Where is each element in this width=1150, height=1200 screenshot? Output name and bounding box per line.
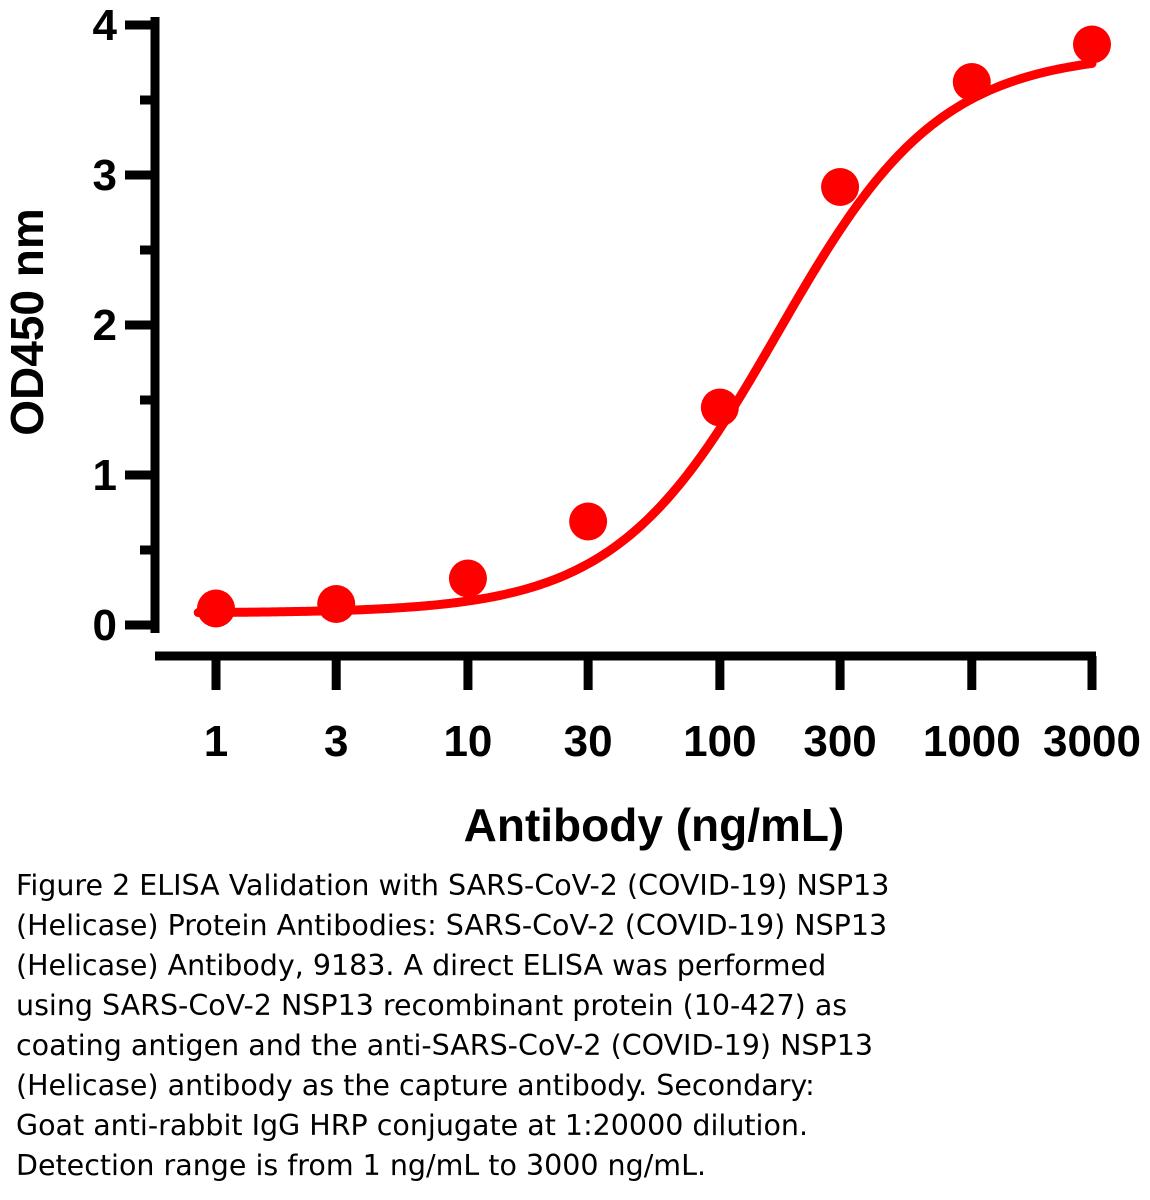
data-point — [1073, 25, 1111, 64]
caption-line: (Helicase) Protein Antibodies: SARS-CoV-… — [16, 909, 888, 942]
x-tick-label: 30 — [564, 717, 613, 766]
x-tick-label: 10 — [443, 717, 492, 766]
y-axis: 0 1 2 3 4 — [93, 1, 160, 650]
figure-caption: Figure 2 ELISA Validation with SARS-CoV-… — [16, 866, 1136, 1186]
y-tick-label: 4 — [93, 1, 118, 50]
data-point — [700, 388, 739, 427]
x-tick-label: 3 — [324, 717, 348, 766]
data-point — [569, 502, 608, 541]
caption-line: (Helicase) antibody as the capture antib… — [16, 1069, 815, 1102]
data-point — [952, 63, 991, 101]
data-point — [197, 589, 235, 628]
x-tick-label: 100 — [683, 717, 756, 766]
x-axis: 1 3 10 30 100 300 1000 3000 — [155, 651, 1141, 766]
caption-line: Goat anti-rabbit IgG HRP conjugate at 1:… — [16, 1109, 809, 1142]
y-tick-label: 3 — [93, 151, 117, 200]
caption-line: (Helicase) Antibody, 9183. A direct ELIS… — [16, 949, 827, 982]
fit-curve-group — [193, 58, 1097, 618]
x-tick-label: 3000 — [1043, 717, 1141, 766]
caption-line: coating antigen and the anti-SARS-CoV-2 … — [16, 1029, 873, 1062]
data-point — [317, 585, 356, 623]
data-points — [197, 25, 1111, 628]
fit-curve-line — [193, 58, 1097, 618]
caption-line: using SARS-CoV-2 NSP13 recombinant prote… — [16, 989, 848, 1022]
data-point — [821, 168, 860, 206]
x-tick-label: 1 — [204, 717, 228, 766]
data-point — [448, 559, 487, 598]
y-tick-label: 0 — [93, 601, 117, 650]
elisa-chart: 0 1 2 3 4 1 3 10 30 100 300 1000 3000 OD450 nm Anti… — [1, 1, 1141, 851]
caption-line: Detection range is from 1 ng/mL to 3000 … — [16, 1149, 707, 1182]
y-tick-label: 1 — [93, 451, 117, 500]
caption-line: Figure 2 ELISA Validation with SARS-CoV-… — [16, 869, 890, 902]
x-axis-title: Antibody (ng/mL) — [464, 799, 845, 851]
y-axis-title: OD450 nm — [1, 208, 53, 436]
x-tick-label: 300 — [803, 717, 876, 766]
y-tick-label: 2 — [93, 301, 117, 350]
x-tick-label: 1000 — [923, 717, 1021, 766]
